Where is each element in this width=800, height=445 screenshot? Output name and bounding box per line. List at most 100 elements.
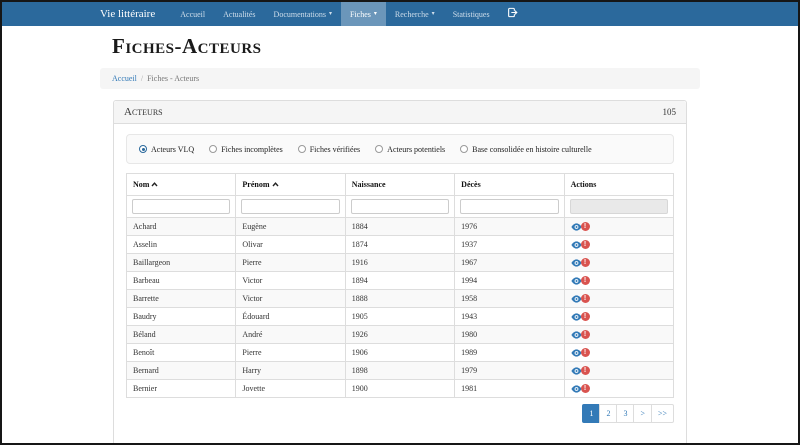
column-header-naissance: Naissance xyxy=(344,173,456,197)
cell-prenom: Victor xyxy=(235,289,346,309)
row-action-icons: ! xyxy=(570,366,667,376)
row-action-icons: ! xyxy=(570,276,667,286)
cell-deces: 1967 xyxy=(454,253,565,273)
eye-icon[interactable] xyxy=(570,241,582,249)
eye-icon[interactable] xyxy=(570,367,582,375)
exclamation-circle-icon[interactable]: ! xyxy=(580,258,590,268)
row-action-icons: ! xyxy=(570,384,667,394)
cell-deces: 1994 xyxy=(454,271,565,291)
cell-naissance: 1906 xyxy=(344,343,456,363)
nav-item-label: Accueil xyxy=(180,9,206,19)
eye-icon[interactable] xyxy=(570,277,582,285)
filter-input-deces[interactable] xyxy=(460,199,559,215)
page-button-3[interactable]: 3 xyxy=(616,404,635,424)
nav-item-actualites[interactable]: Actualités xyxy=(214,2,264,26)
cell-naissance: 1888 xyxy=(344,289,456,309)
radio-option-label: Acteurs potentiels xyxy=(387,144,446,154)
nav-item-accueil[interactable]: Accueil xyxy=(171,2,214,26)
cell-actions: ! xyxy=(563,361,675,381)
cell-actions: ! xyxy=(563,307,675,327)
cell-nom: Barrette xyxy=(125,289,237,309)
filter-cell-actions xyxy=(563,195,675,219)
exclamation-circle-icon[interactable]: ! xyxy=(580,384,590,394)
column-header-prenom[interactable]: Prénom xyxy=(235,173,346,197)
cell-deces: 1976 xyxy=(454,217,565,237)
eye-icon[interactable] xyxy=(570,349,582,357)
page-button-[interactable]: > xyxy=(633,404,652,424)
radio-option-label: Acteurs VLQ xyxy=(151,144,195,154)
column-header-inner: Actions xyxy=(571,180,667,189)
exclamation-circle-icon[interactable]: ! xyxy=(580,294,590,304)
cell-naissance: 1900 xyxy=(344,379,456,399)
cell-prenom: Jovette xyxy=(235,379,346,399)
nav-item-statistiques[interactable]: Statistiques xyxy=(444,2,499,26)
filter-input-nom[interactable] xyxy=(132,199,231,215)
radio-option-fiches-verifiees[interactable]: Fiches vérifiées xyxy=(297,144,361,154)
cell-prenom: Pierre xyxy=(235,253,346,273)
exclamation-circle-icon[interactable]: ! xyxy=(580,240,590,250)
cell-naissance: 1874 xyxy=(344,235,456,255)
logout-button[interactable] xyxy=(499,2,526,26)
cell-prenom: Pierre xyxy=(235,343,346,363)
panel-body: Acteurs VLQ Fiches incomplètes Fiches véri… xyxy=(114,124,686,433)
exclamation-circle-icon[interactable]: ! xyxy=(580,366,590,376)
eye-icon[interactable] xyxy=(570,295,582,303)
nav-item-label: Documentations xyxy=(273,9,326,19)
cell-actions: ! xyxy=(563,217,675,237)
page-button-[interactable]: >> xyxy=(650,404,674,424)
log-out-icon xyxy=(507,5,518,23)
row-action-icons: ! xyxy=(570,348,667,358)
nav-item-fiches[interactable]: Fiches ▾ xyxy=(341,2,386,26)
cell-naissance: 1905 xyxy=(344,307,456,327)
nav-item-recherche[interactable]: Recherche ▾ xyxy=(386,2,444,26)
table-row: Barbeau Victor 1894 1994! xyxy=(125,271,675,291)
page-button-2[interactable]: 2 xyxy=(599,404,618,424)
eye-icon[interactable] xyxy=(570,223,582,231)
nav-item-label: Statistiques xyxy=(452,9,490,19)
filter-input-naissance[interactable] xyxy=(350,199,450,215)
cell-naissance: 1894 xyxy=(344,271,456,291)
brand-link[interactable]: Vie littéraire xyxy=(100,8,156,20)
cell-prenom: Édouard xyxy=(235,307,346,327)
cell-deces: 1979 xyxy=(454,361,565,381)
exclamation-circle-icon[interactable]: ! xyxy=(580,222,590,232)
table-row: Asselin Olivar 1874 1937! xyxy=(125,235,675,255)
column-header-label: Prénom xyxy=(242,180,270,190)
column-header-nom[interactable]: Nom xyxy=(125,173,237,197)
eye-icon[interactable] xyxy=(570,385,582,393)
exclamation-circle-icon[interactable]: ! xyxy=(580,330,590,340)
exclamation-circle-icon[interactable]: ! xyxy=(580,276,590,286)
cell-actions: ! xyxy=(563,379,675,399)
radio-option-acteurs-vlq[interactable]: Acteurs VLQ xyxy=(139,145,194,154)
eye-icon[interactable] xyxy=(570,331,582,339)
filter-cell-nom xyxy=(125,195,237,219)
radio-option-acteurs-potentiels[interactable]: Acteurs potentiels xyxy=(375,145,445,154)
eye-icon[interactable] xyxy=(570,313,582,321)
pagination: 1 2 3 > >> xyxy=(126,404,674,424)
page-button-1[interactable]: 1 xyxy=(582,404,601,424)
column-header-inner: Décès xyxy=(461,180,557,189)
breadcrumb-home-link[interactable]: Accueil xyxy=(112,74,137,84)
actors-table: Nom Prénom Naissance Décès Actions Achard Eug… xyxy=(125,173,675,399)
filter-cell-prenom xyxy=(235,195,346,219)
breadcrumb-current: Fiches - Acteurs xyxy=(147,74,200,84)
radio-option-fiches-incompletes[interactable]: Fiches incomplètes xyxy=(209,145,283,154)
radio-option-label: Fiches vérifiées xyxy=(309,144,361,154)
row-action-icons: ! xyxy=(570,312,667,322)
exclamation-circle-icon[interactable]: ! xyxy=(580,312,590,322)
exclamation-circle-icon[interactable]: ! xyxy=(580,348,590,358)
filter-input-actions xyxy=(569,199,668,215)
caret-down-icon: ▾ xyxy=(373,11,377,17)
cell-nom: Bernard xyxy=(125,361,237,381)
panel-count: 105 xyxy=(662,107,677,118)
nav-item-documentations[interactable]: Documentations ▾ xyxy=(265,2,341,26)
row-action-icons: ! xyxy=(570,258,667,268)
row-action-icons: ! xyxy=(570,330,667,340)
navbar-container: Vie littéraire Accueil Actualités Document… xyxy=(100,2,700,26)
eye-icon[interactable] xyxy=(570,259,582,267)
radio-option-base-consolidee-en-histoire-culturelle[interactable]: Base consolidée en histoire culturelle xyxy=(460,145,592,154)
radio-button-icon xyxy=(460,145,469,154)
filter-input-prenom[interactable] xyxy=(241,199,340,215)
cell-deces: 1943 xyxy=(454,307,565,327)
